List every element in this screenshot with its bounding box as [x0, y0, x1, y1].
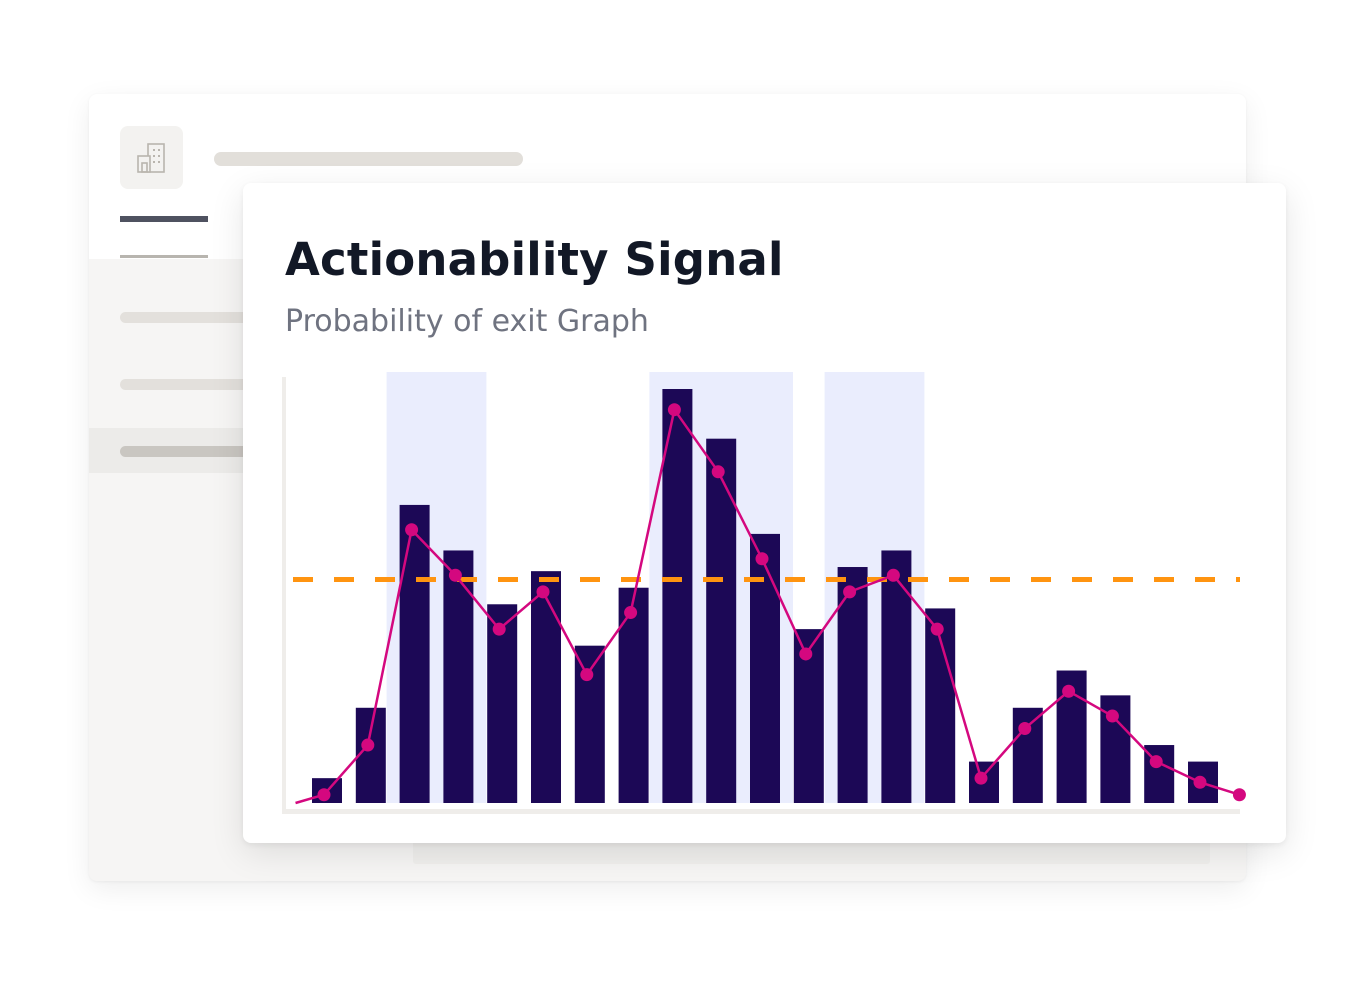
bar: [618, 587, 649, 803]
bar: [706, 438, 737, 803]
data-point: [317, 788, 331, 802]
bar: [837, 567, 868, 803]
window-title-placeholder: [214, 152, 523, 166]
data-point: [843, 585, 857, 599]
data-point: [974, 771, 988, 785]
chart-subtitle: Probability of exit Graph: [285, 304, 649, 339]
tab-indicator[interactable]: [120, 255, 208, 258]
chart-title: Actionability Signal: [285, 233, 784, 286]
data-point: [1149, 755, 1163, 769]
data-point: [492, 622, 506, 636]
data-point: [624, 606, 638, 620]
bar: [662, 389, 693, 803]
building-icon: [136, 142, 165, 173]
nav-item-placeholder[interactable]: [120, 379, 260, 390]
data-point: [361, 738, 375, 752]
x-axis: [282, 809, 1240, 814]
chart-card: Actionability Signal Probability of exit…: [243, 183, 1286, 843]
data-point: [1193, 775, 1207, 789]
bar: [443, 550, 474, 803]
bar: [531, 571, 561, 803]
bar: [487, 604, 518, 803]
data-point: [711, 465, 725, 479]
data-point: [930, 622, 944, 636]
active-tab-indicator[interactable]: [120, 216, 208, 222]
bar: [1012, 707, 1043, 803]
data-point: [405, 523, 419, 537]
nav-item-placeholder[interactable]: [120, 312, 260, 323]
data-point: [886, 568, 900, 582]
app-icon-button[interactable]: [120, 126, 183, 189]
nav-item-placeholder-selected: [120, 446, 260, 457]
data-point: [1018, 721, 1032, 735]
bar: [750, 533, 780, 803]
y-axis: [282, 377, 286, 813]
data-point: [799, 647, 813, 661]
data-point: [1232, 788, 1246, 802]
data-point: [1062, 684, 1076, 698]
data-point: [755, 552, 769, 566]
data-point: [667, 403, 681, 417]
data-point: [448, 568, 462, 582]
data-point: [536, 585, 550, 599]
data-point: [1105, 709, 1119, 723]
bar: [881, 550, 912, 803]
bar-line-chart: [282, 372, 1246, 814]
data-point: [580, 668, 594, 682]
bar: [399, 504, 430, 803]
bar: [355, 707, 386, 803]
